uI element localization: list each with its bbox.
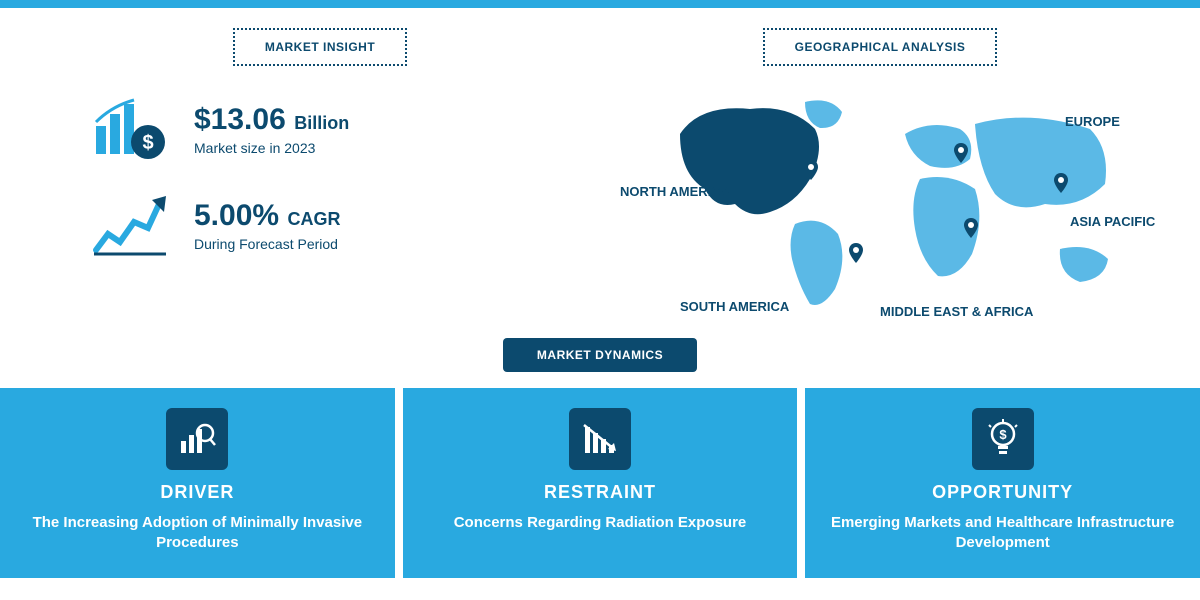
dynamics-panel: DRIVER The Increasing Adoption of Minimal… (0, 388, 395, 578)
map-pin-icon (954, 143, 968, 168)
dynamics-badge-wrap: MARKET DYNAMICS (0, 338, 1200, 372)
cagr-value: 5.00% (194, 199, 279, 232)
map-region-label: SOUTH AMERICA (680, 299, 789, 314)
map-region-label: EUROPE (1065, 114, 1120, 129)
panel-title: OPPORTUNITY (827, 482, 1178, 503)
panel-description: The Increasing Adoption of Minimally Inv… (22, 513, 373, 554)
growth-arrow-icon (90, 190, 170, 260)
dynamics-panel: $ OPPORTUNITY Emerging Markets and Healthc… (805, 388, 1200, 578)
market-size-text: $13.06 Billion Market size in 2023 (194, 103, 349, 156)
map-pin-icon (964, 218, 978, 243)
chart-magnify-icon (166, 408, 228, 470)
map-region-label: MIDDLE EAST & AFRICA (880, 304, 1033, 319)
upper-section: MARKET INSIGHT $ $13.06 Billion (0, 8, 1200, 334)
map-region-label: NORTH AMERICA (620, 184, 730, 199)
market-size-caption: Market size in 2023 (194, 140, 349, 156)
market-size-row: $ $13.06 Billion Market size in 2023 (90, 94, 580, 164)
map-region-label: ASIA PACIFIC (1070, 214, 1155, 229)
world-map-svg (660, 94, 1120, 314)
dynamics-panels: DRIVER The Increasing Adoption of Minimal… (0, 388, 1200, 578)
bar-chart-dollar-icon: $ (90, 94, 170, 164)
map-pin-icon (804, 160, 818, 185)
panel-title: DRIVER (22, 482, 373, 503)
market-insight-column: MARKET INSIGHT $ $13.06 Billion (60, 28, 580, 324)
market-size-value: $13.06 (194, 103, 286, 136)
geographical-column: GEOGRAPHICAL ANALYSIS NORTH AMERICA SOUTH… (620, 28, 1140, 324)
panel-title: RESTRAINT (425, 482, 776, 503)
cagr-caption: During Forecast Period (194, 236, 341, 252)
world-map: NORTH AMERICA SOUTH AMERICA EUROPE MIDDLE E… (620, 94, 1140, 324)
dynamics-panel: RESTRAINT Concerns Regarding Radiation Ex… (403, 388, 798, 578)
lightbulb-dollar-icon: $ (972, 408, 1034, 470)
geographical-badge: GEOGRAPHICAL ANALYSIS (763, 28, 998, 66)
market-insight-badge: MARKET INSIGHT (233, 28, 407, 66)
top-accent-bar (0, 0, 1200, 8)
market-dynamics-badge: MARKET DYNAMICS (503, 338, 697, 372)
panel-description: Emerging Markets and Healthcare Infrastr… (827, 513, 1178, 554)
decline-chart-icon (569, 408, 631, 470)
map-pin-icon (849, 243, 863, 268)
cagr-text: 5.00% CAGR During Forecast Period (194, 199, 341, 252)
cagr-row: 5.00% CAGR During Forecast Period (90, 190, 580, 260)
market-size-unit: Billion (294, 113, 349, 133)
panel-description: Concerns Regarding Radiation Exposure (425, 513, 776, 533)
svg-text:$: $ (142, 132, 153, 154)
map-pin-icon (1054, 173, 1068, 198)
svg-text:$: $ (999, 427, 1007, 442)
cagr-unit: CAGR (288, 209, 341, 229)
